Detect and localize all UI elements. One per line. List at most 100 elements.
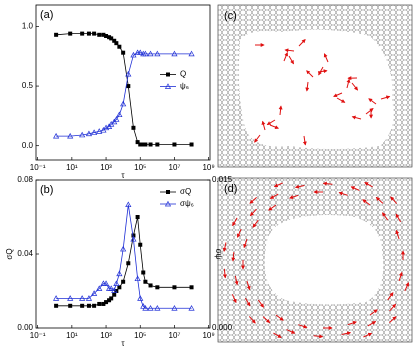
arrow: [254, 134, 261, 143]
point: [148, 283, 153, 288]
arrow: [347, 321, 357, 326]
point: [92, 303, 97, 308]
x-tick-label: 10⁵: [134, 331, 146, 340]
point: [125, 70, 132, 77]
point: [104, 34, 109, 38]
arrow: [222, 268, 227, 279]
arrow: [284, 48, 295, 53]
point: [188, 50, 195, 57]
point: [79, 131, 86, 138]
point: [141, 270, 146, 275]
point: [109, 36, 114, 41]
series-line: [56, 33, 192, 145]
point: [121, 50, 126, 55]
legend-label: Q: [180, 70, 186, 79]
y2-axis-label: σψ: [214, 249, 223, 260]
arrow: [268, 204, 277, 211]
arrow: [237, 228, 242, 238]
point: [79, 295, 86, 301]
y2-tick-label: 0.015: [212, 175, 233, 184]
point: [53, 295, 60, 301]
arrow: [362, 199, 371, 206]
arrow: [288, 55, 294, 65]
y-tick-label: 0.0: [22, 141, 34, 150]
point: [92, 31, 97, 36]
legend-marker: [166, 190, 170, 194]
arrow: [298, 324, 308, 329]
arrow: [390, 196, 398, 204]
legend-label: σQ: [180, 187, 191, 196]
arrow: [289, 194, 299, 199]
arrow: [333, 92, 343, 98]
point: [85, 130, 93, 137]
y-tick-label: 0.08: [17, 175, 33, 184]
point: [137, 49, 144, 56]
arrow: [322, 181, 333, 186]
point: [108, 285, 115, 291]
point: [86, 31, 91, 36]
arrow: [382, 212, 389, 221]
arrow: [389, 316, 397, 324]
point: [101, 32, 106, 37]
series-line: [56, 204, 192, 309]
point: [135, 215, 140, 219]
point: [154, 50, 161, 57]
point: [142, 305, 149, 311]
x-tick-label: 10³: [100, 163, 112, 172]
arrow: [364, 182, 373, 188]
arrow: [246, 280, 251, 291]
arrow: [350, 186, 360, 191]
arrow: [261, 120, 266, 131]
y-axis-label: σQ: [5, 248, 14, 259]
point: [53, 132, 60, 139]
point: [116, 270, 123, 277]
series-line: [56, 216, 192, 307]
plot-frame: [35, 4, 211, 161]
point: [138, 242, 143, 247]
point: [117, 44, 122, 49]
point: [114, 289, 119, 293]
point: [172, 285, 177, 290]
point: [126, 261, 131, 266]
point: [91, 129, 98, 135]
panel-label: (c): [224, 10, 237, 22]
arrow: [232, 217, 238, 227]
arrow: [231, 251, 236, 262]
arrow: [286, 329, 296, 334]
point: [121, 279, 126, 284]
point: [112, 292, 117, 297]
point: [147, 305, 154, 311]
arrow: [257, 299, 264, 308]
point: [142, 50, 149, 57]
point: [113, 280, 120, 286]
arrow: [266, 119, 276, 126]
point: [54, 32, 59, 37]
arrow: [252, 219, 259, 228]
x-tick-label: 10⁻¹: [30, 331, 46, 340]
arrow: [398, 271, 403, 282]
point: [126, 84, 131, 89]
point: [143, 279, 148, 284]
arrow: [389, 303, 397, 312]
arrow: [351, 82, 359, 91]
point: [112, 38, 117, 43]
point: [148, 142, 153, 147]
arrow: [248, 316, 256, 324]
arrow: [278, 105, 283, 116]
point: [109, 296, 114, 301]
point: [120, 100, 127, 107]
point: [141, 142, 146, 147]
arrow: [262, 316, 271, 324]
point: [80, 303, 85, 308]
point: [140, 303, 147, 309]
point: [147, 50, 154, 57]
arrow: [369, 309, 378, 316]
point: [143, 142, 148, 147]
arrow: [243, 238, 248, 249]
point: [138, 142, 143, 147]
point: [188, 305, 195, 311]
point: [54, 303, 59, 308]
point: [97, 301, 102, 306]
point: [91, 290, 98, 296]
